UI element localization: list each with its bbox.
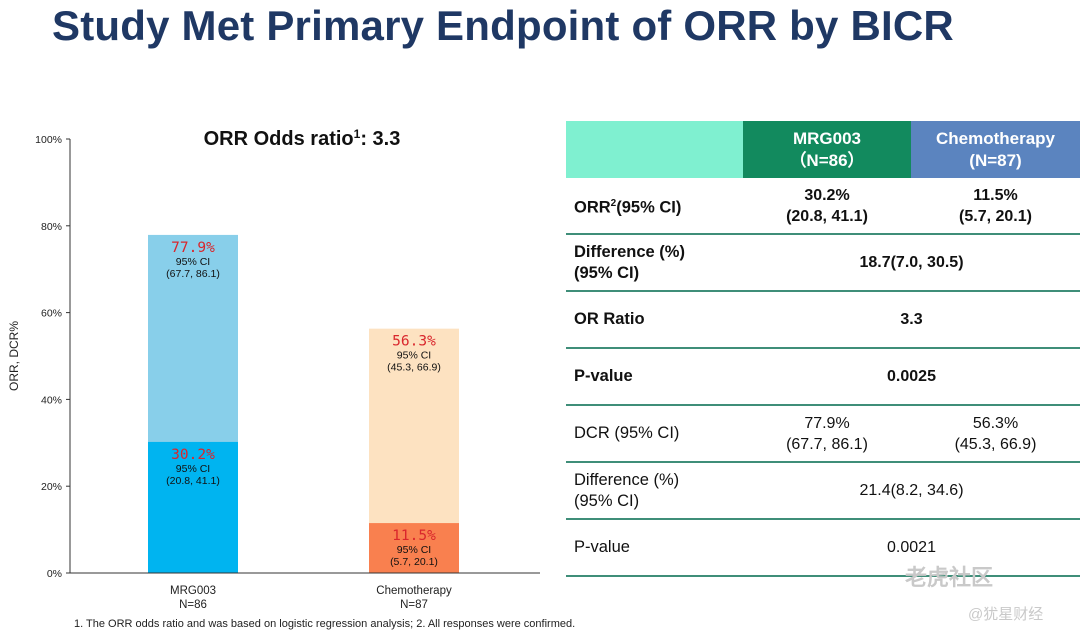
table-row-or-ratio: OR Ratio 3.3 bbox=[566, 291, 1080, 349]
table-row-orr: ORR2(95% CI) 30.2% (20.8, 41.1) 11.5% (5.7… bbox=[566, 178, 1080, 235]
bar-value-label-dcr-0: 77.9% bbox=[171, 240, 215, 256]
cell-mrg003-dcr: 77.9% (67.7, 86.1) bbox=[743, 405, 911, 463]
page-title: Study Met Primary Endpoint of ORR by BIC… bbox=[52, 2, 954, 49]
bar-value-label-orr-0: 30.2% bbox=[171, 447, 215, 463]
cell-mrg003-orr: 30.2% (20.8, 41.1) bbox=[743, 178, 911, 235]
bar-ci-title-dcr-1: 95% CI bbox=[397, 350, 431, 362]
chart-title: ORR Odds ratio1: 3.3 bbox=[204, 127, 401, 150]
row-label: Difference (%) (95% CI) bbox=[566, 462, 743, 520]
x-category-n-1: N=87 bbox=[400, 599, 428, 611]
y-tick-label-5: 100% bbox=[35, 134, 62, 146]
cell-orr-pvalue: 0.0025 bbox=[743, 348, 1080, 406]
x-category-label-1: Chemotherapy bbox=[376, 585, 452, 597]
bar-value-label-dcr-1: 56.3% bbox=[392, 334, 436, 350]
cell-or-ratio: 3.3 bbox=[743, 291, 1080, 349]
y-axis-label: ORR, DCR% bbox=[7, 321, 21, 391]
row-label: P-value bbox=[566, 348, 743, 406]
y-tick-label-3: 60% bbox=[41, 308, 62, 320]
cell-chemo-orr: 11.5% (5.7, 20.1) bbox=[911, 178, 1080, 235]
row-label: P-value bbox=[566, 519, 743, 577]
bar-ci-label-orr-0: (20.8, 41.1) bbox=[166, 475, 220, 487]
bar-ci-label-dcr-0: (67.7, 86.1) bbox=[166, 268, 220, 280]
bar-value-label-orr-1: 11.5% bbox=[392, 528, 436, 544]
bar-ci-label-orr-1: (5.7, 20.1) bbox=[390, 556, 438, 568]
table-row-dcr-pvalue: P-value 0.0021 bbox=[566, 519, 1080, 577]
table-row-orr-pvalue: P-value 0.0025 bbox=[566, 348, 1080, 406]
y-tick-label-0: 0% bbox=[47, 568, 62, 580]
bar-orr-0 bbox=[148, 441, 238, 573]
row-label: Difference (%) (95% CI) bbox=[566, 234, 743, 292]
bar-orr-1 bbox=[369, 523, 459, 573]
table-row-orr-difference: Difference (%) (95% CI) 18.7(7.0, 30.5) bbox=[566, 234, 1080, 292]
cell-dcr-pvalue: 0.0021 bbox=[743, 519, 1080, 577]
row-label: OR Ratio bbox=[566, 291, 743, 349]
cell-orr-difference: 18.7(7.0, 30.5) bbox=[743, 234, 1080, 292]
x-category-label-0: MRG003 bbox=[170, 585, 216, 597]
cell-chemo-dcr: 56.3% (45.3, 66.9) bbox=[911, 405, 1080, 463]
footnote: 1. The ORR odds ratio and was based on l… bbox=[74, 618, 576, 630]
header-chemo-name: Chemotherapy bbox=[935, 128, 1056, 148]
bar-chart: ORR Odds ratio1: 3.3 ORR, DCR% 0% 20% 40% 60%… bbox=[7, 127, 540, 611]
table-header: MRG003 （N=86） Chemotherapy (N=87) bbox=[566, 121, 1080, 178]
bar-ci-title-orr-1: 95% CI bbox=[397, 544, 431, 556]
table-row-dcr-difference: Difference (%) (95% CI) 21.4(8.2, 34.6) bbox=[566, 462, 1080, 520]
y-tick-label-1: 20% bbox=[41, 481, 62, 493]
bar-ci-title-dcr-0: 95% CI bbox=[176, 256, 210, 268]
header-chemotherapy: Chemotherapy (N=87) bbox=[911, 121, 1080, 178]
bar-ci-title-orr-0: 95% CI bbox=[176, 463, 210, 475]
row-label: DCR (95% CI) bbox=[566, 405, 743, 463]
cell-dcr-difference: 21.4(8.2, 34.6) bbox=[743, 462, 1080, 520]
watermark: 老虎社区 bbox=[905, 565, 994, 590]
bar-ci-label-dcr-1: (45.3, 66.9) bbox=[387, 362, 441, 374]
header-mrg003: MRG003 （N=86） bbox=[743, 121, 911, 178]
header-mrg003-name: MRG003 bbox=[792, 128, 862, 148]
y-tick-label-2: 40% bbox=[41, 394, 62, 406]
header-empty-cell bbox=[566, 121, 743, 178]
table-row-dcr: DCR (95% CI) 77.9% (67.7, 86.1) 56.3% (45.… bbox=[566, 405, 1080, 463]
results-table: MRG003 （N=86） Chemotherapy (N=87) ORR2(9… bbox=[566, 121, 1080, 577]
row-label: ORR2(95% CI) bbox=[566, 178, 743, 235]
header-mrg003-n: （N=86） bbox=[789, 150, 865, 170]
header-chemo-n: (N=87) bbox=[969, 150, 1022, 170]
x-category-n-0: N=86 bbox=[179, 599, 207, 611]
watermark-source: @犹星财经 bbox=[968, 606, 1044, 623]
y-tick-label-4: 80% bbox=[41, 221, 62, 233]
